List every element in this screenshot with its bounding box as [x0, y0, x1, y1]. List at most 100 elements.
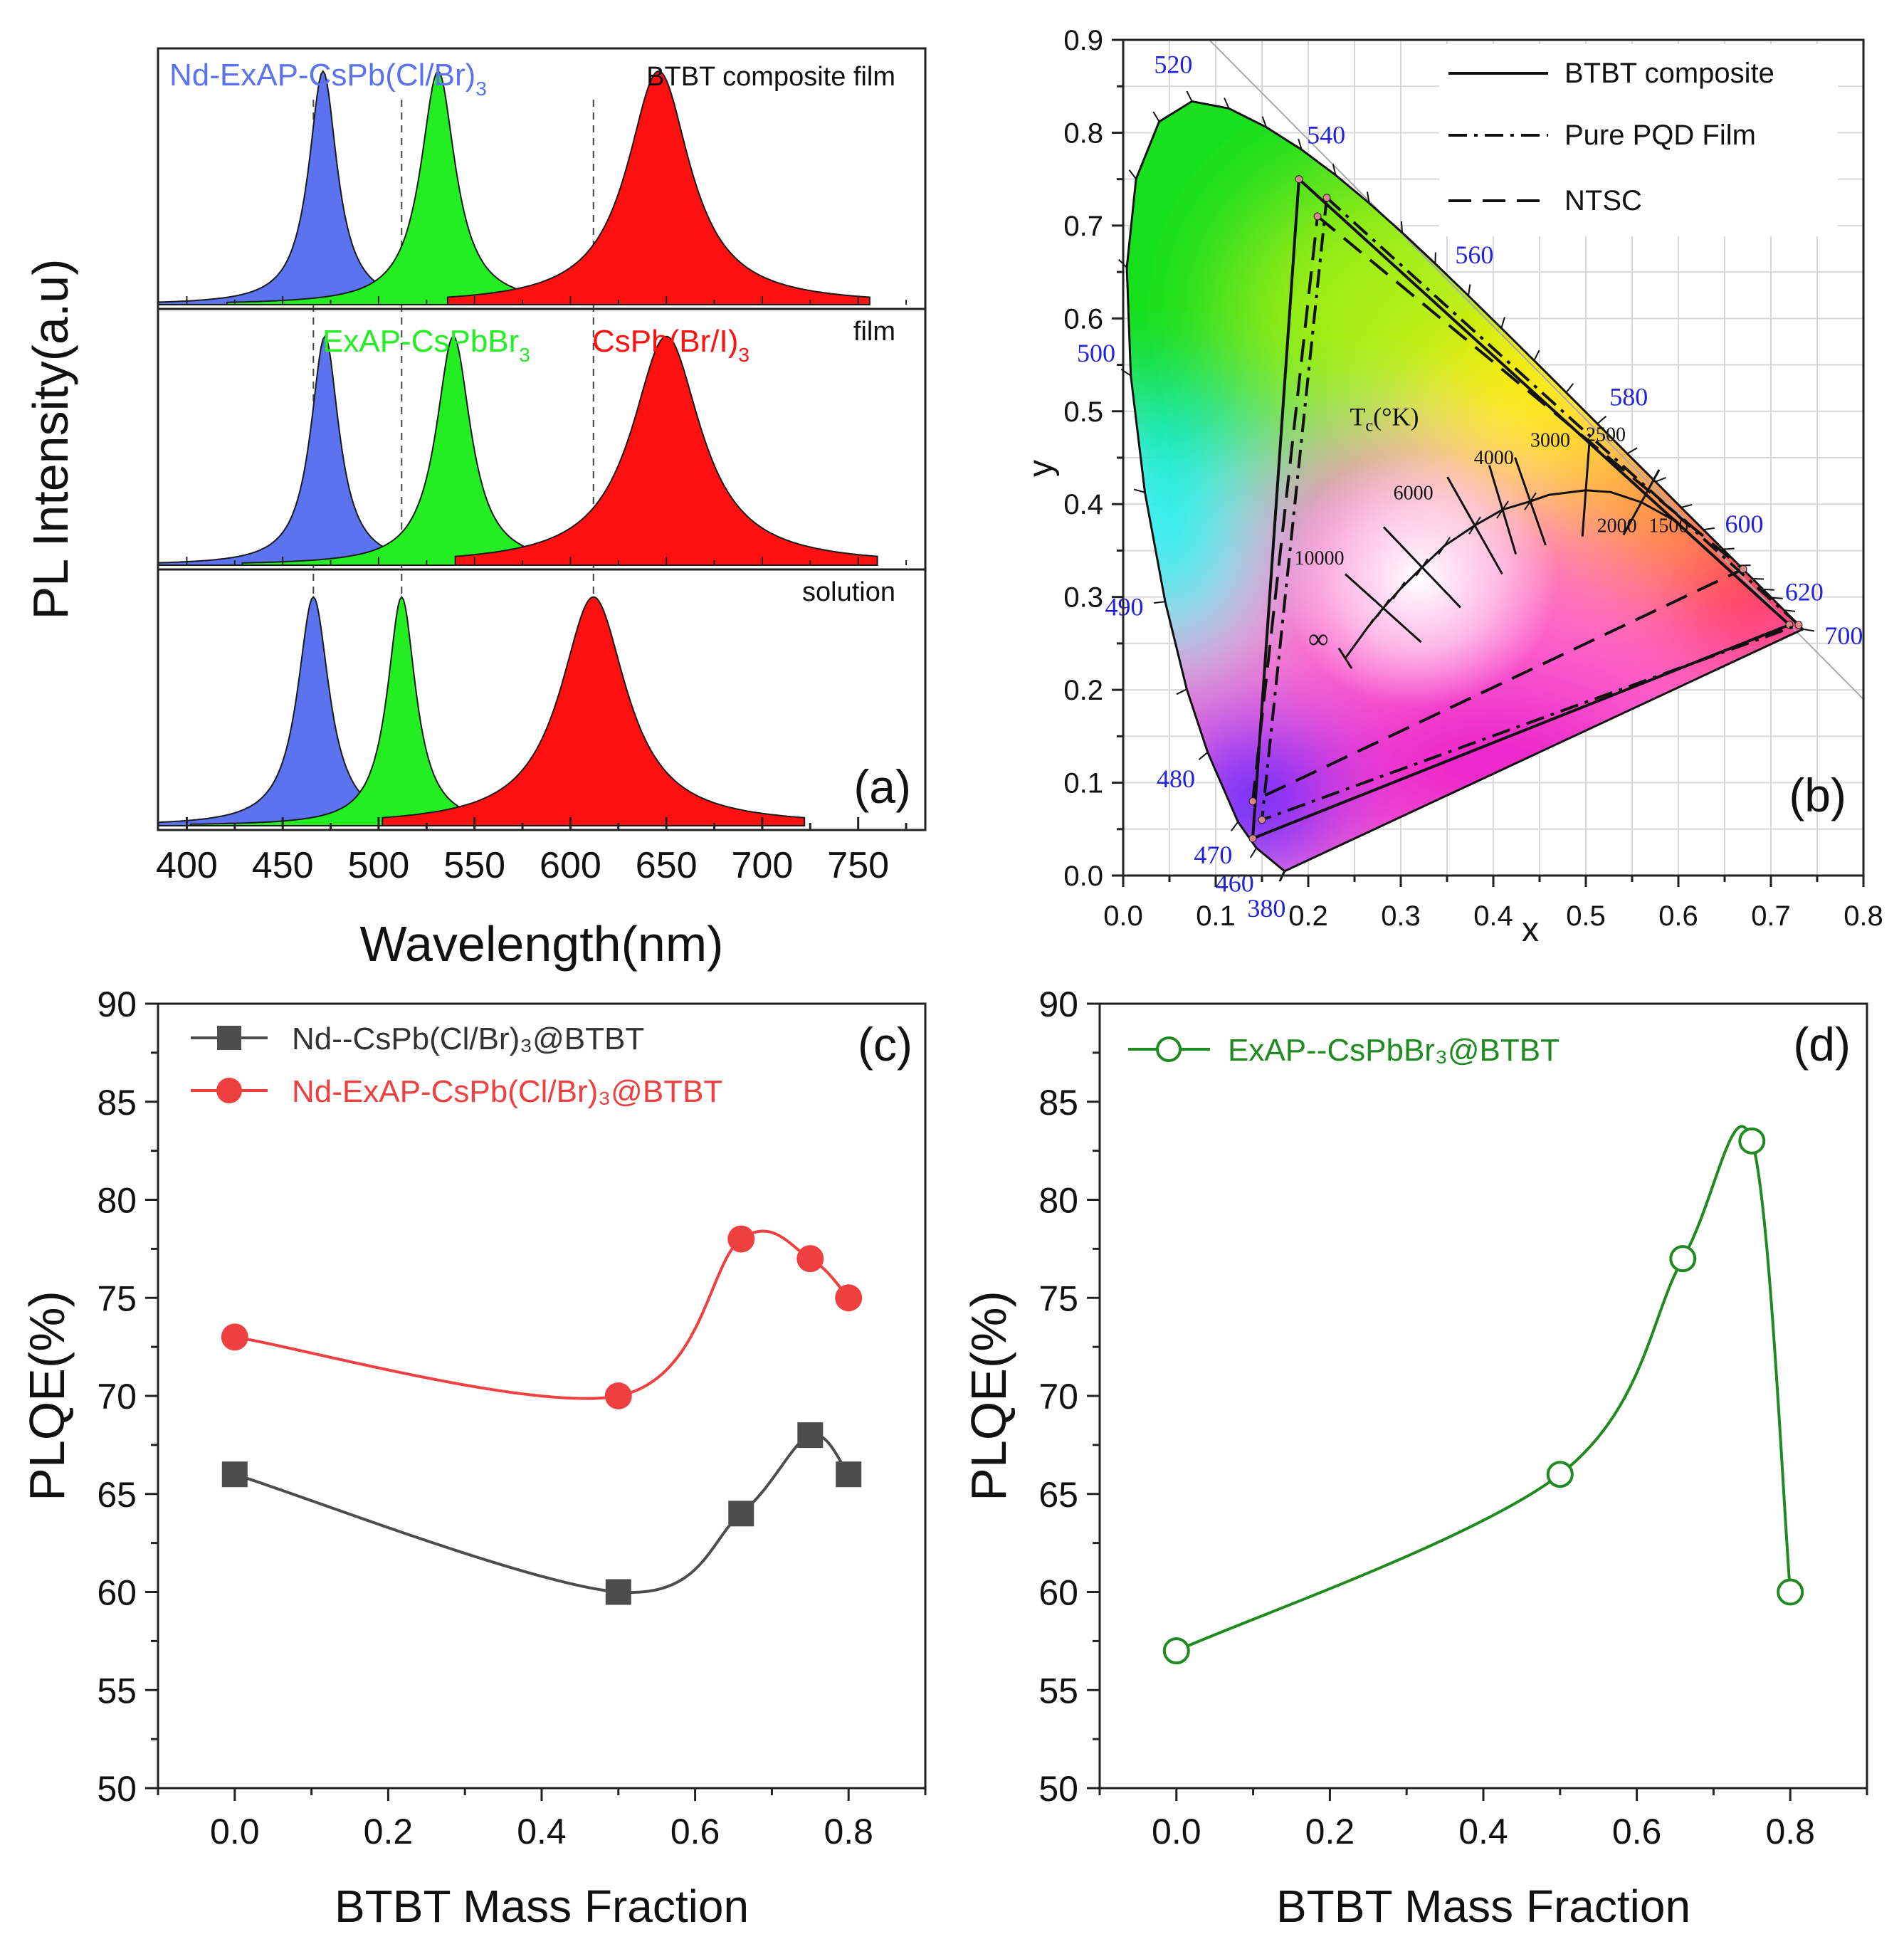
locus-tick [1626, 447, 1638, 455]
locus-tick [1128, 169, 1137, 180]
panel-d-plqe: 0.0 0.2 0.4 0.6 0.8 50 55 60 65 70 75 80 85 90 ExAP--… [961, 984, 1868, 1932]
legend-marker-open-circle [1156, 1036, 1182, 1062]
planck-minor-tick [1416, 558, 1429, 577]
y-tick-label: 0.0 [1063, 861, 1103, 892]
data-point [1777, 1578, 1804, 1606]
legend-label-pqd: Pure PQD Film [1564, 120, 1756, 151]
y-tick-label: 0.8 [1063, 117, 1103, 149]
x-axis-label: BTBT Mass Fraction [1276, 1881, 1690, 1932]
cct-mark: ∞ [1308, 622, 1329, 654]
cct-mark: 6000 [1394, 483, 1434, 505]
locus-tick [1681, 504, 1693, 508]
panel-label-b: (b) [1789, 769, 1846, 821]
y-tick-label: 85 [97, 1083, 137, 1123]
series-curve-0 [234, 1433, 850, 1595]
x-tick-label: 400 [156, 845, 218, 886]
x-tick-label: 700 [732, 845, 794, 886]
peak-red-1 [454, 335, 878, 566]
x-tick-label: 500 [348, 845, 410, 886]
fill-cyan [1127, 420, 1262, 662]
x-tick-label: 0.6 [670, 1812, 720, 1851]
x-tick-label: 0.2 [364, 1812, 414, 1851]
axis-ticks [1112, 38, 1865, 887]
data-point [605, 1579, 631, 1605]
wavelength-label: 520 [1154, 51, 1192, 79]
legend-label-btbt: BTBT composite [1564, 58, 1774, 89]
x-tick-label: 0.0 [210, 1812, 260, 1851]
markers [1162, 1127, 1804, 1665]
y-tick-label: 70 [1038, 1377, 1078, 1417]
axis-tick-labels: 0.0 0.2 0.4 0.6 0.8 50 55 60 65 70 75 80 85 90 [97, 984, 873, 1851]
y-tick-label: 90 [1038, 984, 1078, 1024]
x-tick-label: 450 [252, 845, 314, 886]
isotemp-line [1581, 443, 1591, 537]
data-point [727, 1225, 755, 1253]
x-tick-label: 650 [636, 845, 698, 886]
x-tick-label: 0.2 [1288, 900, 1328, 932]
y-tick-label: 70 [97, 1377, 137, 1417]
label-nd-exap: Nd-ExAP-CsPb(Cl/Br)3 [169, 58, 487, 100]
y-tick-label: 60 [1038, 1573, 1078, 1613]
planck-minor-tick [1392, 581, 1406, 600]
wavelength-label: 700 [1824, 621, 1863, 650]
planck-minor-tick [1496, 500, 1509, 519]
y-tick-label: 80 [97, 1181, 137, 1221]
locus-tick [1565, 383, 1574, 394]
x-axis-label: Wavelength(nm) [360, 916, 724, 972]
subplot-label-composite: BTBT composite film [646, 62, 895, 92]
infinity-end-tick [1337, 647, 1353, 669]
axis-ticks [1087, 1002, 1868, 1801]
legend-label-nd-exap: Nd-ExAP-CsPb(Cl/Br)₃@BTBT [292, 1074, 722, 1109]
panel-label-a: (a) [853, 760, 911, 813]
y-tick-label: 60 [97, 1573, 137, 1613]
y-tick-label: 65 [97, 1475, 137, 1515]
data-point [1669, 1245, 1697, 1273]
triangle-vertex [1322, 194, 1331, 202]
wavelength-label: 580 [1609, 382, 1648, 411]
triangle-ntsc [1251, 213, 1746, 804]
wavelength-label: 620 [1785, 577, 1824, 606]
x-tick-label: 0.6 [1658, 900, 1698, 932]
plot-frame [1098, 1002, 1868, 1790]
locus-tick [1366, 191, 1370, 204]
peak-blue-2 [158, 596, 525, 826]
locus-tick [1198, 752, 1209, 760]
planckian-locus [1337, 443, 1679, 669]
triangle-pure-pqd-film [1260, 194, 1802, 822]
cct-mark: 10000 [1295, 547, 1345, 569]
x-tick-label: 600 [540, 845, 601, 886]
x-tick-label: 0.8 [824, 1812, 873, 1851]
data-point [1546, 1461, 1574, 1488]
data-point [221, 1461, 248, 1488]
triangle-vertex [1739, 565, 1747, 574]
series-curve-1 [234, 1229, 850, 1400]
x-tick-label: 0.4 [1458, 1812, 1508, 1851]
x-tick-label: 0.0 [1103, 900, 1143, 932]
y-tick-label: 0.9 [1063, 25, 1103, 56]
data-point [835, 1284, 863, 1312]
y-tick-label: 85 [1038, 1083, 1078, 1123]
cct-mark: 2000 [1597, 515, 1637, 537]
x-tick-labels: 400 450 500 550 600 650 700 750 [156, 845, 889, 886]
pl-peaks [158, 70, 878, 826]
triangle-vertex [1313, 212, 1322, 221]
locus-ticks [1118, 90, 1815, 882]
triangle-vertex [1258, 816, 1266, 824]
panel-a-pl-spectra: 400 450 500 550 600 650 700 750 Nd-ExAP-CsPb(Cl… [23, 47, 927, 972]
y-axis-label: PLQE(%) [961, 1291, 1016, 1501]
wavelength-label: 560 [1455, 241, 1493, 269]
x-tick-label: 750 [827, 845, 889, 886]
label-exap-cspbbr3: ExAP-CsPbBr3 [322, 324, 530, 366]
x-axis-label: BTBT Mass Fraction [335, 1881, 749, 1932]
wavelength-label: 470 [1194, 841, 1232, 869]
x-tick-label: 0.1 [1196, 900, 1236, 932]
y-tick-label: 0.1 [1063, 768, 1103, 799]
x-tick-label: 0.6 [1612, 1812, 1662, 1851]
legend-label-exap: ExAP--CsPbBr₃@BTBT [1228, 1033, 1560, 1068]
y-axis-label: PL Intensity(a.u) [23, 258, 78, 619]
x-tick-label: 0.4 [1473, 900, 1513, 932]
data-point [1738, 1127, 1766, 1155]
gamut-triangles [1248, 175, 1803, 843]
cct-title: Tc(°K) [1350, 402, 1419, 435]
